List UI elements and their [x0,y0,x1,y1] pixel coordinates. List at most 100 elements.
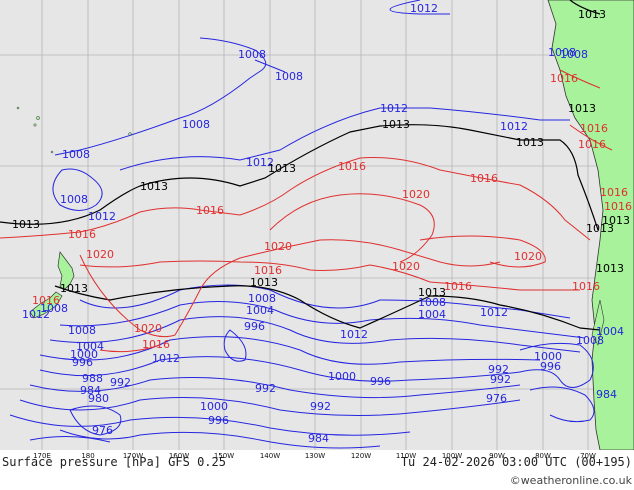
lon-tick: 140W [260,452,280,460]
label-976: 976 [486,392,507,405]
label-1016: 1016 [578,138,606,151]
label-1016: 1016 [338,160,366,173]
label-1016: 1016 [444,280,472,293]
label-1000: 1000 [70,348,98,361]
lon-tick: 180 [81,452,94,460]
label-996: 996 [244,320,265,333]
label-1012: 1012 [410,2,438,15]
label-1020: 1020 [264,240,292,253]
label-1020: 1020 [134,322,162,335]
lon-tick: 100W [442,452,462,460]
label-1008: 1008 [548,46,576,59]
label-1000: 1000 [534,350,562,363]
lon-tick: 110W [396,452,416,460]
label-1012: 1012 [152,352,180,365]
label-1016: 1016 [580,122,608,135]
label-1012: 1012 [500,120,528,133]
label-1012: 1012 [380,102,408,115]
label-996: 996 [370,375,391,388]
label-996: 996 [208,414,229,427]
label-1020: 1020 [392,260,420,273]
label-1008: 1008 [238,48,266,61]
label-992: 992 [110,376,131,389]
lon-tick: 170W [123,452,143,460]
label-976: 976 [92,424,113,437]
label-984: 984 [80,384,101,397]
south-america-land [547,0,634,451]
label-1013: 1013 [268,162,296,175]
label-1008: 1008 [68,324,96,337]
label-1013: 1013 [602,214,630,227]
label-996: 996 [72,356,93,369]
label-1013: 1013 [140,180,168,193]
label-1000: 1000 [200,400,228,413]
label-1013: 1013 [596,262,624,275]
lon-tick: 160W [169,452,189,460]
label-992: 992 [488,363,509,376]
label-984: 984 [596,388,617,401]
lon-tick: 120W [351,452,371,460]
label-1008: 1008 [60,193,88,206]
longitude-ticks: 170E 180 170W 160W 150W 140W 130W 120W 1… [33,452,596,460]
label-1008: 1008 [40,302,68,315]
label-1008: 1008 [560,48,588,61]
label-1013: 1013 [578,8,606,21]
label-1013: 1013 [516,136,544,149]
label-1013: 1013 [12,218,40,231]
label-1016: 1016 [604,200,632,213]
label-1016: 1016 [470,172,498,185]
label-1016: 1016 [572,280,600,293]
label-1013: 1013 [60,282,88,295]
label-1004: 1004 [246,304,274,317]
label-1016: 1016 [254,264,282,277]
label-996: 996 [540,360,561,373]
label-1016: 1016 [196,204,224,217]
isobar-labels: 1012 1008 1008 1008 1008 1008 1012 1008 … [12,2,632,445]
label-1020: 1020 [86,248,114,261]
label-980: 980 [88,392,109,405]
label-992: 992 [255,382,276,395]
label-1012: 1012 [340,328,368,341]
label-1016: 1016 [32,294,60,307]
footer-band [0,450,634,490]
isobars-high [0,69,613,353]
label-1020: 1020 [402,188,430,201]
graticule [0,0,634,450]
lon-tick: 90W [489,452,505,460]
isobars-mid [0,0,601,331]
label-1013: 1013 [250,276,278,289]
label-1008: 1008 [62,148,90,161]
label-1008: 1008 [418,296,446,309]
label-1000: 1000 [328,370,356,383]
lon-tick: 130W [305,452,325,460]
label-1008: 1008 [182,118,210,131]
label-1008: 1008 [576,334,604,347]
label-1013: 1013 [568,102,596,115]
map-title: Surface pressure [hPa] GFS 0.25 [2,455,226,469]
lon-tick: 80W [535,452,551,460]
label-988: 988 [82,372,103,385]
label-1016: 1016 [550,72,578,85]
valid-time: Tu 24-02-2026 03:00 UTC (00+195) [401,455,632,469]
label-1013: 1013 [586,222,614,235]
lon-tick: 70W [580,452,596,460]
lon-tick: 150W [214,452,234,460]
label-1013: 1013 [382,118,410,131]
label-1012: 1012 [246,156,274,169]
label-1008: 1008 [248,292,276,305]
label-1004: 1004 [418,308,446,321]
credit-link[interactable]: ©weatheronline.co.uk [510,474,633,487]
label-1004: 1004 [596,325,624,338]
isobars-low [9,0,595,449]
label-1008: 1008 [275,70,303,83]
label-1016: 1016 [68,228,96,241]
islands [16,106,132,154]
label-1016: 1016 [600,186,628,199]
label-1012: 1012 [480,306,508,319]
label-992: 992 [490,373,511,386]
label-1020: 1020 [514,250,542,263]
label-1004: 1004 [76,340,104,353]
label-984: 984 [308,432,329,445]
label-992: 992 [310,400,331,413]
